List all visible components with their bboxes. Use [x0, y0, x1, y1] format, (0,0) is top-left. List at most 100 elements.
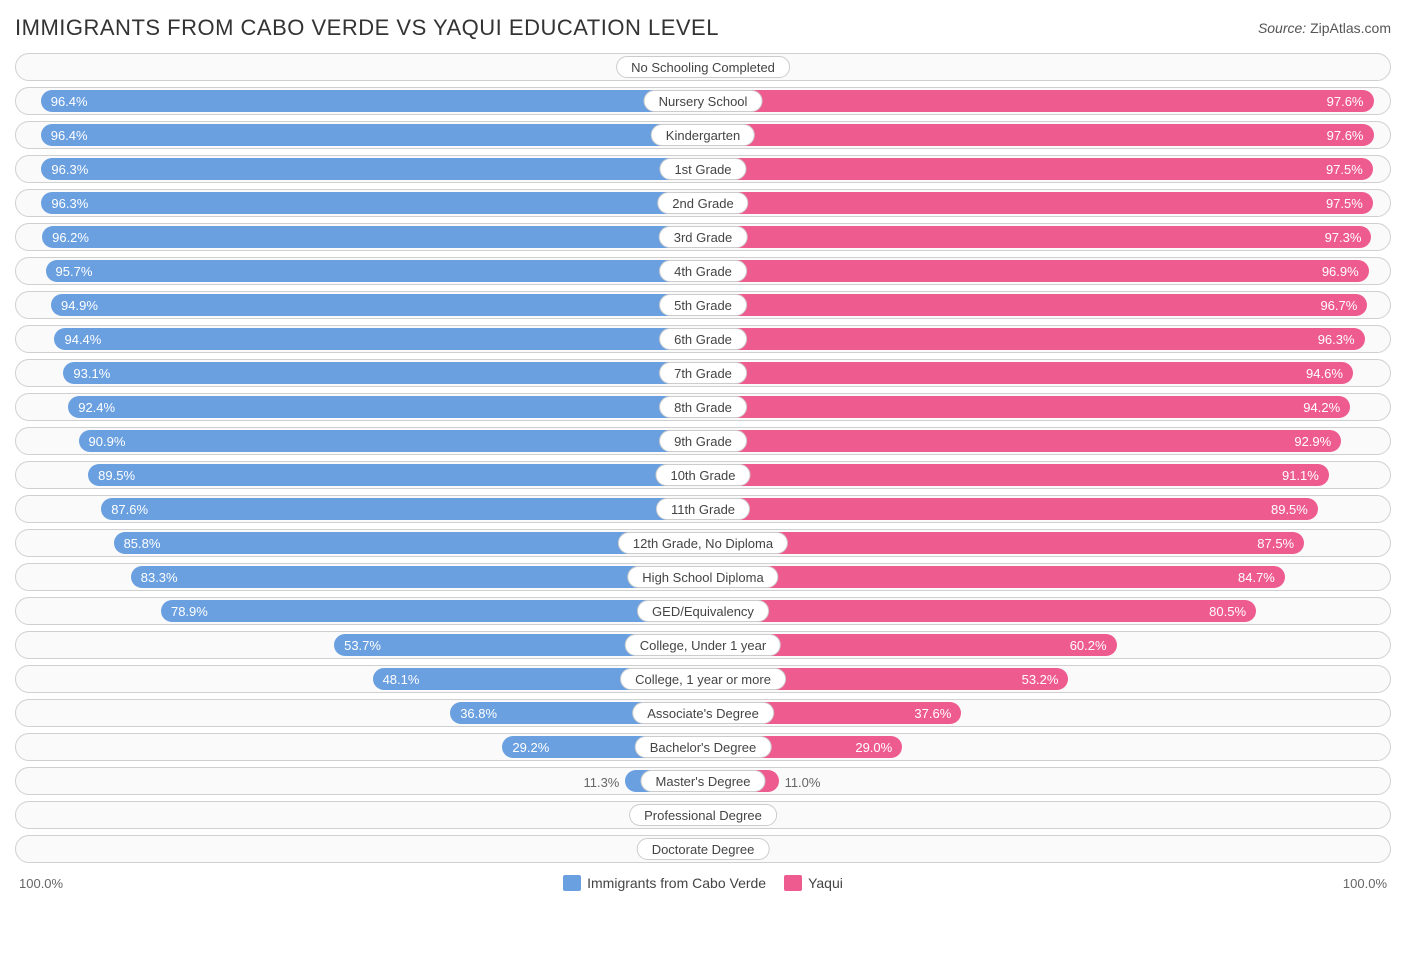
bar-left-value: 96.3% — [51, 162, 88, 177]
category-label: GED/Equivalency — [637, 600, 769, 622]
chart-row: 3.5%2.4%No Schooling Completed — [15, 53, 1391, 81]
category-label: 12th Grade, No Diploma — [618, 532, 788, 554]
bar-left: 87.6% — [101, 498, 703, 520]
category-label: High School Diploma — [627, 566, 778, 588]
bar-right: 92.9% — [703, 430, 1341, 452]
bar-right: 89.5% — [703, 498, 1318, 520]
bar-left: 83.3% — [131, 566, 703, 588]
bar-left: 96.4% — [41, 90, 703, 112]
chart-row: 96.4%97.6%Kindergarten — [15, 121, 1391, 149]
bar-left-value: 89.5% — [98, 468, 135, 483]
axis-max-left: 100.0% — [19, 876, 63, 891]
chart-row: 90.9% 92.9% 9th Grade — [15, 427, 1391, 455]
bar-left-value: 96.4% — [51, 128, 88, 143]
chart-rows: 3.5%2.4%No Schooling Completed 96.4% 97.6%… — [15, 53, 1391, 863]
bar-right: 91.1% — [703, 464, 1329, 486]
category-label: College, 1 year or more — [620, 668, 786, 690]
bar-left-value: 96.2% — [52, 230, 89, 245]
category-label: 10th Grade — [655, 464, 750, 486]
bar-left-value: 85.8% — [124, 536, 161, 551]
chart-row: 1.3%1.5%Doctorate Degree — [15, 835, 1391, 863]
bar-left: 94.4% — [54, 328, 703, 350]
bar-right-value: 96.9% — [1322, 264, 1359, 279]
bar-right-value: 94.2% — [1303, 400, 1340, 415]
legend-label-right: Yaqui — [808, 875, 843, 891]
bar-left-value: 90.9% — [89, 434, 126, 449]
bar-right-value: 91.1% — [1282, 468, 1319, 483]
chart-row: 78.9%80.5%GED/Equivalency — [15, 597, 1391, 625]
bar-left: 96.2% — [42, 226, 703, 248]
bar-right: 96.9% — [703, 260, 1369, 282]
bar-right-value: 92.9% — [1294, 434, 1331, 449]
bar-right-value: 97.5% — [1326, 162, 1363, 177]
bar-left: 96.3% — [41, 192, 703, 214]
bar-right-value: 84.7% — [1238, 570, 1275, 585]
chart-row: 94.4% 96.3%6th Grade — [15, 325, 1391, 353]
legend-swatch-right — [784, 875, 802, 891]
category-label: 4th Grade — [659, 260, 747, 282]
bar-right-value: 97.6% — [1327, 128, 1364, 143]
chart-row: 11.3%11.0%Master's Degree — [15, 767, 1391, 795]
bar-left: 94.9% — [51, 294, 703, 316]
bar-right: 97.3% — [703, 226, 1371, 248]
chart-row: 95.7% 96.9% 4th Grade — [15, 257, 1391, 285]
bar-right-value: 96.7% — [1320, 298, 1357, 313]
chart-header: IMMIGRANTS FROM CABO VERDE VS YAQUI EDUC… — [15, 15, 1391, 41]
category-label: Associate's Degree — [632, 702, 774, 724]
bar-right-value: 94.6% — [1306, 366, 1343, 381]
category-label: College, Under 1 year — [625, 634, 781, 656]
chart-container: IMMIGRANTS FROM CABO VERDE VS YAQUI EDUC… — [15, 15, 1391, 895]
bar-left-value: 95.7% — [56, 264, 93, 279]
bar-left-value: 93.1% — [73, 366, 110, 381]
bar-right: 97.6% — [703, 124, 1374, 146]
category-label: 3rd Grade — [659, 226, 748, 248]
category-label: 9th Grade — [659, 430, 747, 452]
chart-row: 96.2% 97.3%3rd Grade — [15, 223, 1391, 251]
bar-right: 84.7% — [703, 566, 1285, 588]
category-label: 6th Grade — [659, 328, 747, 350]
bar-right: 80.5% — [703, 600, 1256, 622]
bar-left: 96.3% — [41, 158, 703, 180]
category-label: 2nd Grade — [657, 192, 748, 214]
chart-row: 96.3% 97.5% 1st Grade — [15, 155, 1391, 183]
bar-left-value: 96.3% — [51, 196, 88, 211]
bar-right: 97.6% — [703, 90, 1374, 112]
bar-right: 94.2% — [703, 396, 1350, 418]
axis-max-right: 100.0% — [1343, 876, 1387, 891]
chart-source: Source: ZipAtlas.com — [1258, 20, 1391, 36]
bar-left-value: 92.4% — [78, 400, 115, 415]
bar-right-value: 97.5% — [1326, 196, 1363, 211]
legend-item-left: Immigrants from Cabo Verde — [563, 875, 766, 891]
bar-left-value: 94.9% — [61, 298, 98, 313]
category-label: 7th Grade — [659, 362, 747, 384]
bar-right: 97.5% — [703, 192, 1373, 214]
bar-left: 85.8% — [114, 532, 703, 554]
bar-right-value: 29.0% — [855, 740, 892, 755]
chart-row: 83.3% 84.7% High School Diploma — [15, 563, 1391, 591]
bar-right: 96.3% — [703, 328, 1365, 350]
category-label: Nursery School — [644, 90, 763, 112]
chart-row: 48.1%53.2%College, 1 year or more — [15, 665, 1391, 693]
chart-footer: 100.0% Immigrants from Cabo Verde Yaqui … — [15, 871, 1391, 895]
category-label: 5th Grade — [659, 294, 747, 316]
chart-row: 87.6%89.5%11th Grade — [15, 495, 1391, 523]
bar-right: 96.7% — [703, 294, 1367, 316]
bar-left-value: 94.4% — [64, 332, 101, 347]
bar-right-value: 89.5% — [1271, 502, 1308, 517]
bar-left-value: 53.7% — [344, 638, 381, 653]
bar-left-value: 29.2% — [512, 740, 549, 755]
chart-row: 85.8%87.5%12th Grade, No Diploma — [15, 529, 1391, 557]
bar-right-value: 60.2% — [1070, 638, 1107, 653]
bar-right-value: 37.6% — [914, 706, 951, 721]
chart-row: 96.4% 97.6% Nursery School — [15, 87, 1391, 115]
bar-left: 89.5% — [88, 464, 703, 486]
bar-left-value: 36.8% — [460, 706, 497, 721]
bar-left-value: 87.6% — [111, 502, 148, 517]
category-label: 8th Grade — [659, 396, 747, 418]
bar-left: 78.9% — [161, 600, 703, 622]
category-label: 1st Grade — [659, 158, 746, 180]
chart-row: 93.1% 94.6% 7th Grade — [15, 359, 1391, 387]
bar-left-value: 11.3% — [583, 768, 619, 796]
bar-right-value: 97.6% — [1327, 94, 1364, 109]
bar-left: 95.7% — [46, 260, 703, 282]
